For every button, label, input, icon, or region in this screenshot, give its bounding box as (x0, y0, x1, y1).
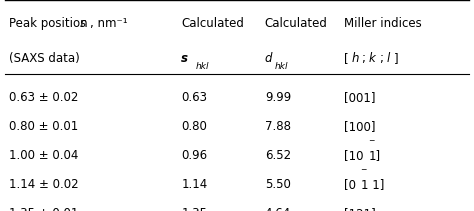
Text: 1.14 ± 0.02: 1.14 ± 0.02 (9, 178, 79, 191)
Text: 1.00 ± 0.04: 1.00 ± 0.04 (9, 149, 79, 162)
Text: ]: ] (394, 52, 399, 65)
Text: Calculated: Calculated (181, 17, 244, 30)
Text: k: k (369, 52, 376, 65)
Text: [10: [10 (344, 149, 364, 162)
Text: (SAXS data): (SAXS data) (9, 52, 80, 65)
Text: 6.52: 6.52 (265, 149, 291, 162)
Text: [001]: [001] (344, 91, 375, 104)
Text: Peak position: Peak position (9, 17, 92, 30)
Text: [121]: [121] (344, 207, 375, 211)
Text: hkl: hkl (275, 62, 289, 71)
Text: 5.50: 5.50 (265, 178, 291, 191)
Text: −: − (368, 137, 375, 146)
Text: hkl: hkl (195, 62, 209, 71)
Text: l: l (387, 52, 390, 65)
Text: [: [ (344, 52, 348, 65)
Text: 1.14: 1.14 (181, 178, 208, 191)
Text: 9.99: 9.99 (265, 91, 291, 104)
Text: ;: ; (379, 52, 383, 65)
Text: 7.88: 7.88 (265, 120, 291, 133)
Text: h: h (351, 52, 359, 65)
Text: −: − (361, 165, 367, 174)
Text: [0: [0 (344, 178, 356, 191)
Text: s: s (80, 17, 86, 30)
Text: 1 1]: 1 1] (361, 178, 384, 191)
Text: Miller indices: Miller indices (344, 17, 421, 30)
Text: 1]: 1] (368, 149, 381, 162)
Text: , nm⁻¹: , nm⁻¹ (90, 17, 128, 30)
Text: 1.35: 1.35 (181, 207, 207, 211)
Text: [100]: [100] (344, 120, 375, 133)
Text: 0.80: 0.80 (181, 120, 207, 133)
Text: Calculated: Calculated (265, 17, 328, 30)
Text: 4.64: 4.64 (265, 207, 291, 211)
Text: s: s (181, 52, 188, 65)
Text: ;: ; (362, 52, 365, 65)
Text: 1.35 ± 0.01: 1.35 ± 0.01 (9, 207, 79, 211)
Text: 0.80 ± 0.01: 0.80 ± 0.01 (9, 120, 79, 133)
Text: d: d (265, 52, 273, 65)
Text: 0.63: 0.63 (181, 91, 207, 104)
Text: 0.96: 0.96 (181, 149, 208, 162)
Text: 0.63 ± 0.02: 0.63 ± 0.02 (9, 91, 79, 104)
